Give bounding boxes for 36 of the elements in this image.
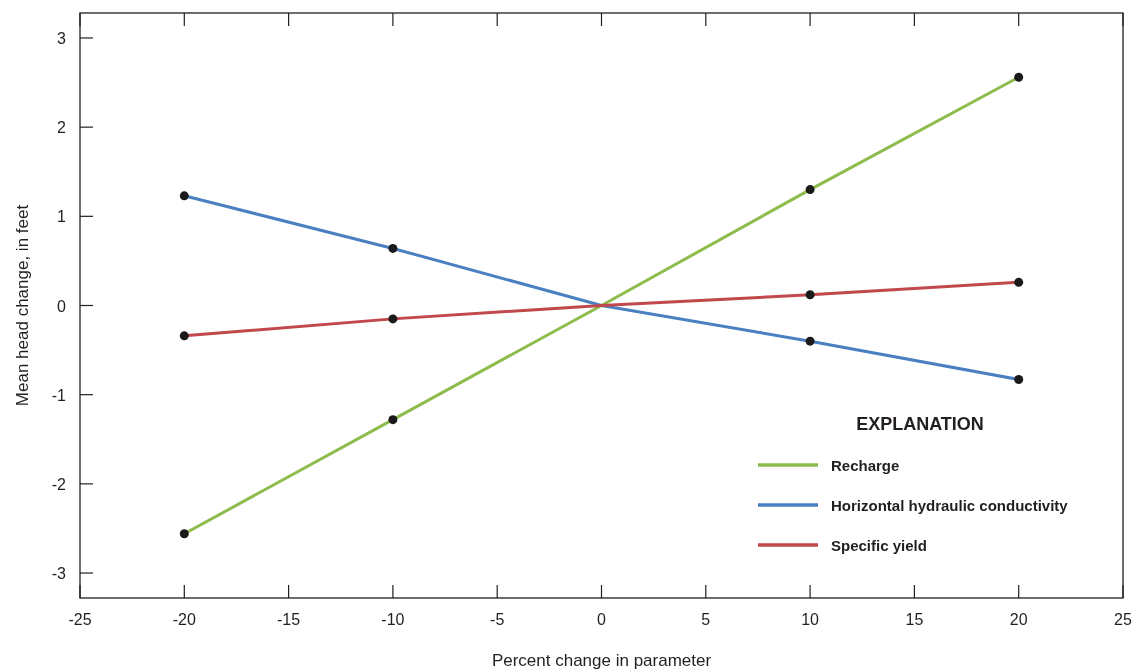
x-tick-label: -15 (277, 611, 301, 628)
y-tick-label: -2 (51, 475, 67, 493)
x-tick-label: -10 (381, 611, 405, 628)
point (179, 191, 189, 201)
legend-label: Specific yield (831, 537, 927, 554)
point (1014, 72, 1024, 82)
x-tick-label: -25 (68, 611, 92, 628)
y-tick-label: -1 (51, 386, 67, 404)
y-tick-label: 0 (57, 297, 67, 315)
y-tick-label: 1 (57, 208, 67, 226)
point (805, 290, 815, 300)
legend-label: Horizontal hydraulic conductivity (831, 497, 1069, 514)
point (1014, 277, 1024, 287)
point (805, 185, 815, 195)
point (1014, 375, 1024, 385)
x-tick-label: 10 (801, 611, 820, 628)
y-tick-label: -3 (51, 565, 67, 583)
point (179, 529, 189, 539)
point (805, 336, 815, 346)
x-tick-label: -20 (172, 611, 196, 628)
x-tick-label: 15 (905, 611, 924, 628)
y-axis-title: Mean head change, in feet (13, 204, 32, 407)
x-tick-label: 0 (597, 611, 607, 628)
y-tick-label: 2 (57, 119, 67, 137)
point (388, 314, 398, 324)
x-tick-label: -5 (490, 611, 505, 628)
point (388, 243, 398, 253)
legend-label: Recharge (831, 457, 900, 474)
legend-title: EXPLANATION (856, 414, 984, 434)
y-tick-label: 3 (57, 29, 67, 47)
point (179, 331, 189, 341)
x-tick-label: 25 (1114, 611, 1132, 628)
x-axis-title: Percent change in parameter (491, 651, 712, 670)
x-tick-label: 20 (1009, 611, 1028, 628)
x-tick-label: 5 (701, 611, 711, 628)
point (388, 415, 398, 425)
